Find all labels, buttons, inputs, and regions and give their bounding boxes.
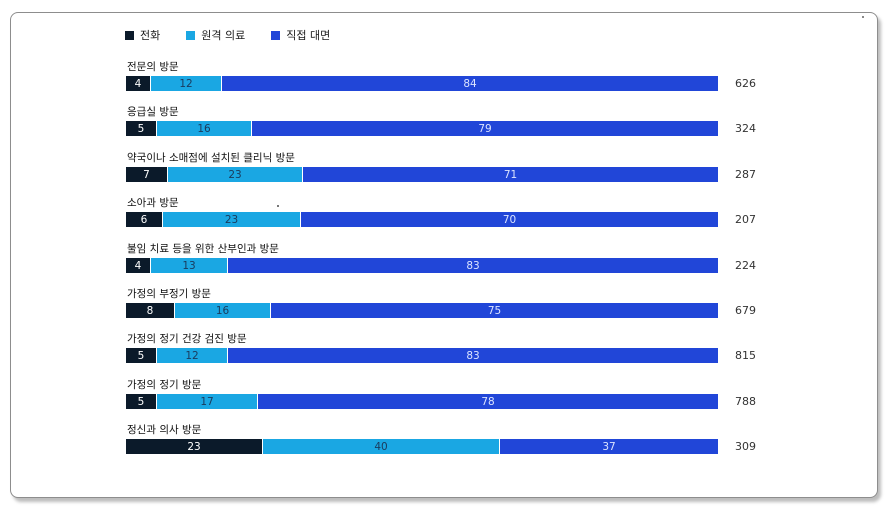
bar-segment: 75 [270,303,718,318]
stacked-bar: 8 16 75 [126,303,718,318]
stacked-bar: 6 23 70 [126,212,718,227]
respondent-count: 207 [735,213,756,226]
category-label: 정신과 의사 방문 [127,424,202,436]
bar-segment: 4 [126,258,150,273]
category-label: 가정의 정기 건강 검진 방문 [127,333,247,345]
bar-segment: 4 [126,76,150,91]
bar-segment: 6 [126,212,162,227]
legend-label: 원격 의료 [201,29,246,42]
data-label: 23 [228,168,242,181]
stacked-bar: 5 16 79 [126,121,718,136]
category-label: 약국이나 소매점에 설치된 클리닉 방문 [127,152,295,164]
category-label: 소아과 방문 [127,197,179,209]
data-label: 70 [502,213,517,226]
data-label: 8 [146,304,154,317]
data-label: 13 [182,259,196,272]
bar-segment: 12 [156,348,227,363]
data-label: 12 [179,77,193,90]
bar-segment: 8 [126,303,174,318]
data-label: 7 [143,168,150,181]
bar-segment: 16 [174,303,270,318]
stacked-bar: 5 12 83 [126,348,718,363]
bar-segment: 79 [251,121,718,136]
data-label: 79 [478,122,492,135]
bar-segment: 5 [126,348,156,363]
bar-segment: 83 [227,348,718,363]
frame-corner-dot [862,16,864,18]
data-label: 40 [374,440,388,453]
chart-frame [10,12,878,498]
bar-segment: 13 [150,258,227,273]
stacked-bar: 7 23 71 [126,167,718,182]
respondent-count: 324 [735,122,756,135]
legend-label: 직접 대면 [286,29,331,42]
respondent-count: 224 [735,259,756,272]
data-label: 83 [466,259,480,272]
legend-item: 전화 [125,27,160,43]
data-label: 75 [487,304,502,317]
stray-dot [277,205,279,207]
respondent-count: 679 [735,304,756,317]
data-label: 12 [185,349,199,362]
bar-segment: 23 [126,439,262,454]
bar-segment: 23 [167,167,302,182]
bar-segment: 83 [227,258,718,273]
bar-segment: 7 [126,167,167,182]
bar-segment: 37 [499,439,718,454]
bar-segment: 84 [221,76,718,91]
legend-swatch [186,30,196,40]
chart-legend: 전화 원격 의료 직접 대면 [125,27,356,43]
data-label: 5 [137,122,145,135]
legend-item: 원격 의료 [186,27,245,43]
respondent-count: 309 [735,440,756,453]
bar-segment: 23 [162,212,300,227]
data-label: 83 [466,349,480,362]
legend-swatch [125,30,134,40]
data-label: 16 [197,122,211,135]
bar-segment: 40 [262,439,499,454]
bar-segment: 12 [150,76,221,91]
category-label: 응급실 방문 [127,106,179,118]
data-label: 5 [137,395,145,408]
category-label: 전문의 방문 [127,61,179,73]
data-label: 5 [137,349,145,362]
legend-item: 직접 대면 [271,27,330,43]
data-label: 23 [187,440,201,453]
bar-segment: 78 [257,394,718,409]
category-label: 가정의 부정기 방문 [127,288,211,300]
legend-label: 전화 [140,29,161,42]
stacked-bar: 4 12 84 [126,76,718,91]
category-label: 가정의 정기 방문 [127,379,202,391]
data-label: 16 [215,304,230,317]
data-label: 4 [134,77,142,90]
legend-swatch [271,30,281,40]
data-label: 17 [200,395,214,408]
bar-segment: 70 [300,212,718,227]
respondent-count: 788 [735,395,756,408]
stacked-bar: 23 40 37 [126,439,718,454]
data-label: 37 [602,440,616,453]
data-label: 78 [481,395,495,408]
stacked-bar: 4 13 83 [126,258,718,273]
respondent-count: 287 [735,168,756,181]
data-label: 4 [134,259,142,272]
respondent-count: 626 [735,77,756,90]
stacked-bar: 5 17 78 [126,394,718,409]
category-label: 불임 치료 등을 위한 산부인과 방문 [127,243,279,255]
bar-segment: 5 [126,394,156,409]
data-label: 6 [140,213,148,226]
data-label: 71 [503,168,518,181]
data-label: 23 [224,213,239,226]
bar-segment: 5 [126,121,156,136]
bar-segment: 17 [156,394,257,409]
bar-segment: 71 [302,167,718,182]
data-label: 84 [463,77,477,90]
respondent-count: 815 [735,349,756,362]
bar-segment: 16 [156,121,251,136]
